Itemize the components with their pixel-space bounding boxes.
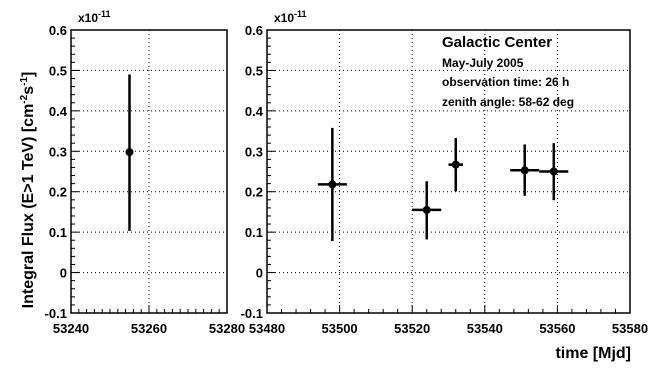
annotation-period: May-July 2005 [442,56,524,70]
right-y-tick-label: 0.4 [245,104,264,119]
right-panel: -0.1 0 0.1 0.2 0.3 0.4 0.5 0.6 53480 53500 53520 53… [241,23,648,336]
data-marker [451,160,460,169]
right-x-tick-label: 53500 [322,321,358,336]
right-y-tick-label: 0.1 [245,225,263,240]
left-y-tick-label: 0.1 [49,225,67,240]
right-y-tick-label: 0.6 [245,23,263,38]
left-y-tick-label: 0 [60,266,67,281]
left-y-tick-label: 0.2 [49,185,67,200]
right-x-tick-label: 53480 [249,321,285,336]
left-y-tick-label: 0.4 [49,104,68,119]
data-marker [549,167,558,176]
x-axis-title: time [Mjd] [555,345,631,362]
data-marker [125,148,134,157]
right-x-tick-label: 53560 [539,321,575,336]
left-x-tick-label: 53260 [131,321,167,336]
left-y-tick-label: -0.1 [45,306,67,321]
data-marker [422,205,431,214]
data-point [317,127,347,242]
left-y-tick-label: 0.6 [49,23,67,38]
left-y-multiplier: x10-11 [78,9,111,25]
annotation-zenith-angle: zenith angle: 58-62 deg [442,95,574,109]
data-marker [520,166,529,175]
data-point [539,143,569,201]
right-x-tick-label: 53580 [612,321,648,336]
right-plot-frame [266,29,631,314]
y-axis-title: Integral Flux (E>1 TeV) [cm-2s-1] [19,72,37,309]
annotation-observation-time: observation time: 26 h [442,75,569,89]
right-y-tick-label: -0.1 [241,306,263,321]
right-x-tick-label: 53540 [467,321,503,336]
left-y-tick-label: 0.3 [49,144,67,159]
right-y-tick-label: 0 [256,266,263,281]
left-x-tick-label: 53280 [209,321,245,336]
data-point [125,74,134,231]
data-point [510,144,540,196]
left-x-tick-label: 53240 [53,321,89,336]
data-point [448,137,464,192]
data-marker [328,180,337,189]
data-point [412,181,442,240]
right-y-tick-label: 0.3 [245,144,263,159]
left-y-tick-label: 0.5 [49,63,67,78]
right-x-tick-label: 53520 [394,321,430,336]
annotation-title: Galactic Center [442,34,552,51]
right-y-tick-label: 0.5 [245,63,263,78]
left-panel: -0.1 0 0.1 0.2 0.3 0.4 0.5 0.6 53240 53260 53280 [45,23,245,336]
right-y-tick-label: 0.2 [245,185,263,200]
right-y-multiplier: x10-11 [274,9,307,25]
